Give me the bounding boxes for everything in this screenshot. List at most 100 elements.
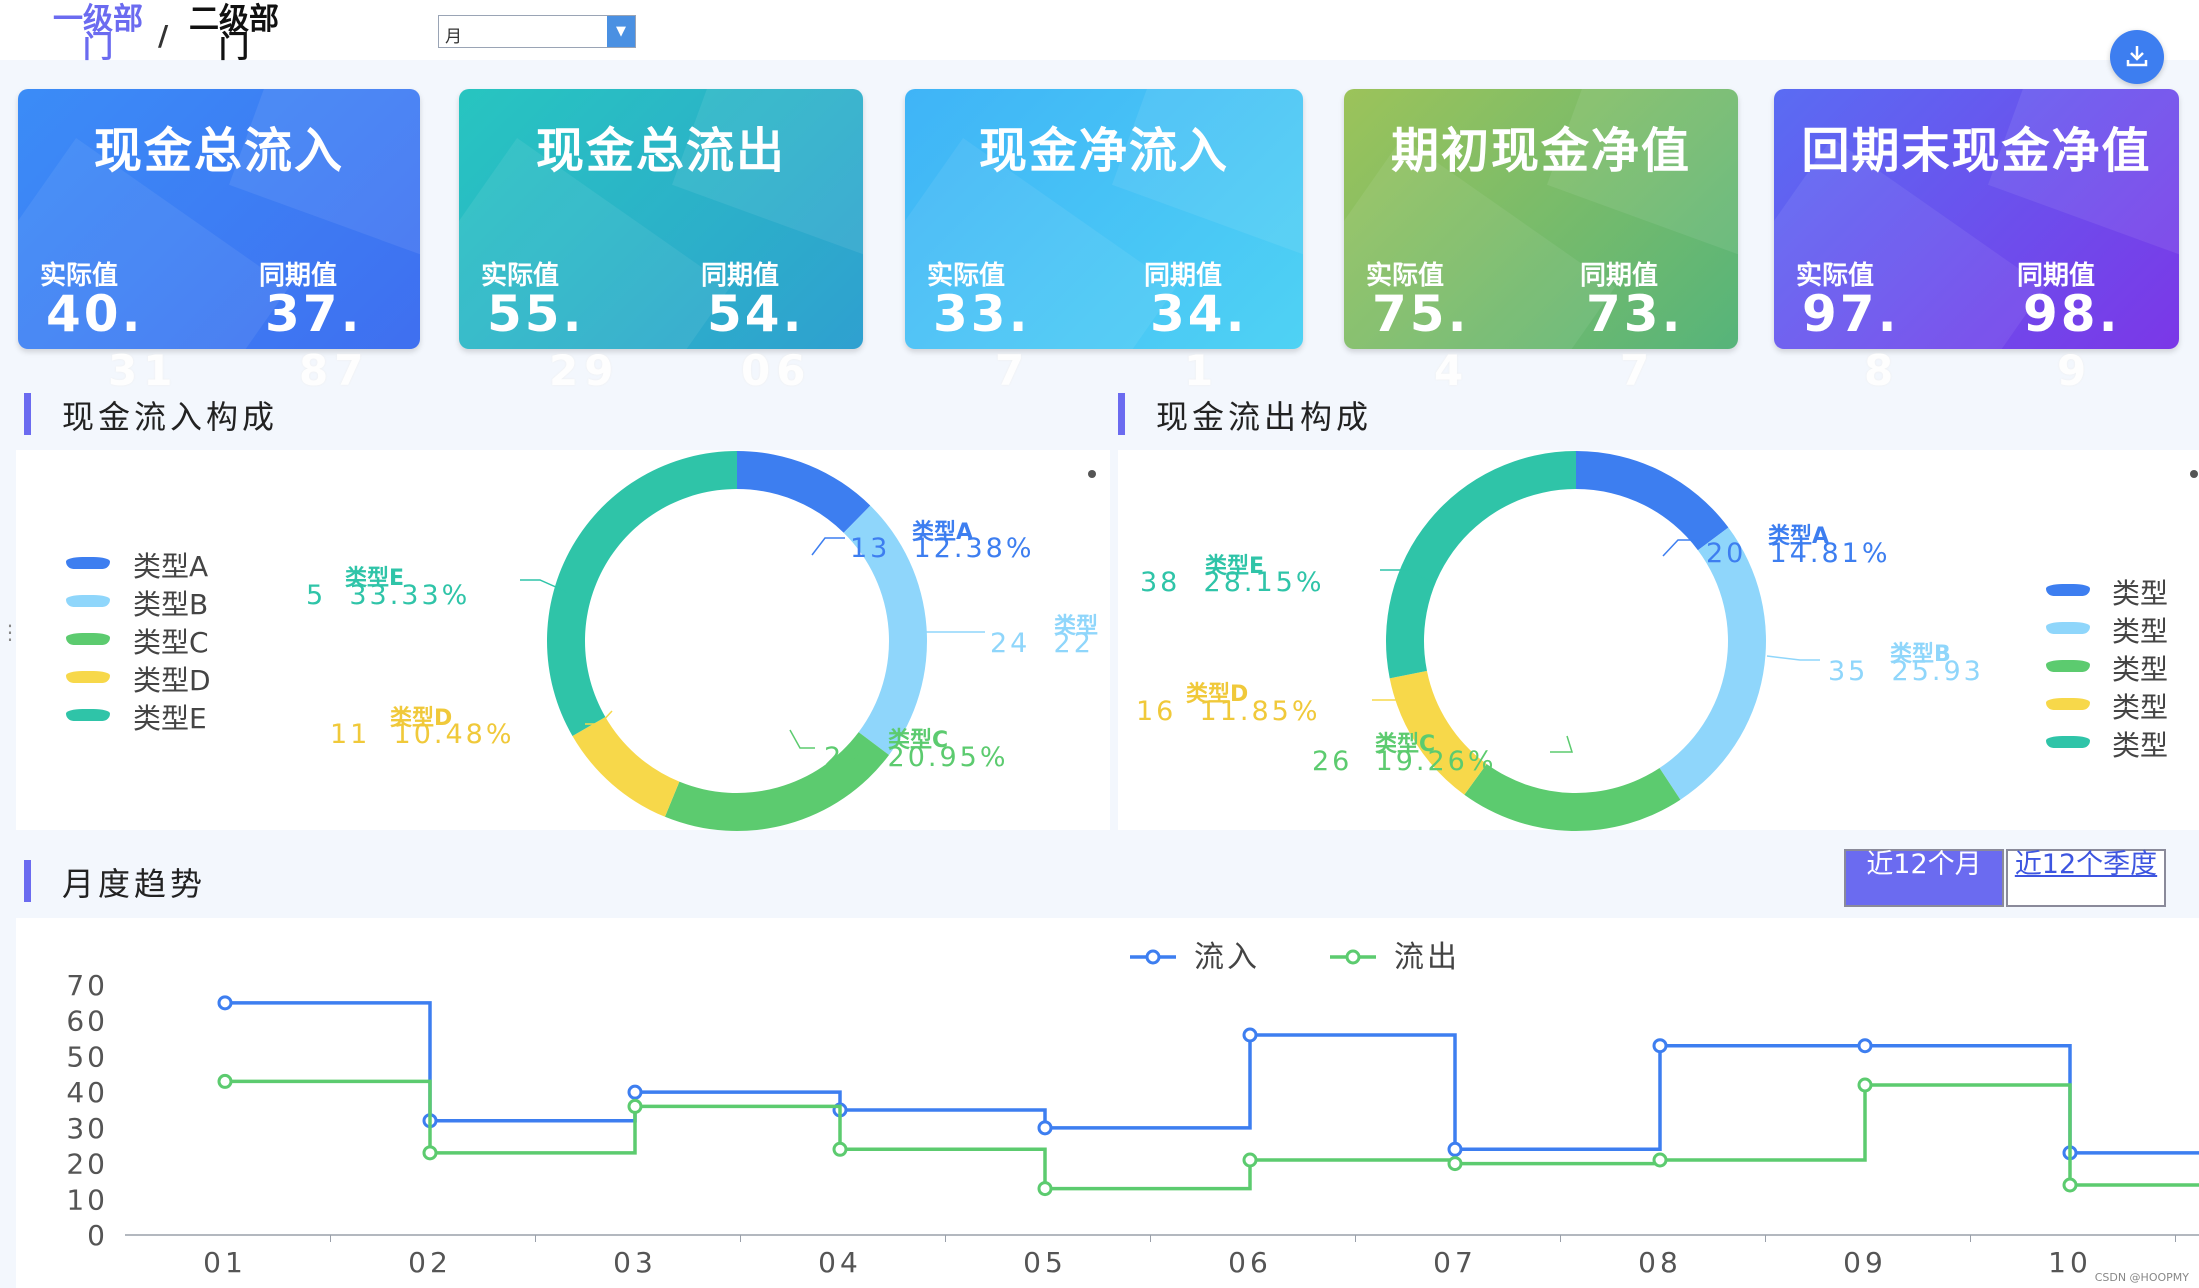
legend-swatch-icon <box>2046 698 2090 710</box>
tab-last-12-months[interactable]: 近12个月 <box>1844 849 2004 907</box>
legend-item-type-e[interactable]: 类型 <box>2112 729 2169 762</box>
outflow-label-b-name: 类型B <box>1890 642 1951 667</box>
pager-dot-icon[interactable] <box>1088 470 1096 478</box>
legend-item-type-d[interactable]: 类型 <box>2112 691 2169 724</box>
trend-point-inflow[interactable] <box>1652 1038 1668 1054</box>
trend-point-outflow[interactable] <box>1652 1152 1668 1168</box>
kpi-prior-label: 同期值 <box>1580 261 1659 291</box>
kpi-card[interactable]: 现金总流出 实际值 同期值 55. 54. <box>459 89 863 349</box>
breadcrumb-level2[interactable]: 二级部门 <box>189 2 279 65</box>
inflow-label-e-value: 5 33.33% <box>306 580 471 611</box>
drag-handle-icon[interactable]: ⋮ <box>0 620 20 644</box>
kpi-prior-value: 34. <box>1150 285 1248 343</box>
kpi-card-title: 回期末现金净值 <box>1801 123 2152 179</box>
kpi-actual-value: 75. <box>1372 285 1470 343</box>
trend-point-inflow[interactable] <box>1447 1141 1463 1157</box>
kpi-actual-overflow-digits: 7 <box>995 346 1031 395</box>
legend-item-type-e[interactable]: 类型E <box>133 702 207 735</box>
trend-point-outflow[interactable] <box>1857 1077 1873 1093</box>
trend-point-inflow[interactable] <box>1857 1038 1873 1054</box>
kpi-prior-overflow-digits: 87 <box>299 346 370 395</box>
trend-series-line-outflow[interactable] <box>225 1079 2199 1191</box>
trend-point-outflow[interactable] <box>2062 1177 2078 1193</box>
kpi-actual-value: 40. <box>46 285 144 343</box>
trend-point-outflow[interactable] <box>1037 1181 1053 1197</box>
period-select[interactable]: 月 ▼ <box>438 15 636 48</box>
inflow-label-d-value: 11 10.48% <box>330 719 515 750</box>
breadcrumb-level1[interactable]: 一级部门 <box>53 2 143 65</box>
outflow-label-c-value: 26 19.26% <box>1312 746 1497 777</box>
section-accent-bar <box>24 393 31 435</box>
trend-legend-item[interactable]: 流入 <box>1194 940 1260 975</box>
kpi-prior-value: 98. <box>2023 285 2121 343</box>
kpi-prior-value: 54. <box>707 285 805 343</box>
trend-point-outflow[interactable] <box>1242 1152 1258 1168</box>
kpi-card[interactable]: 回期末现金净值实际值 同期值 97. 98. <box>1774 89 2179 349</box>
legend-item-type-b[interactable]: 类型B <box>133 588 209 621</box>
trend-point-outflow[interactable] <box>627 1098 643 1114</box>
trend-point-inflow[interactable] <box>1037 1120 1053 1136</box>
y-tick-label: 10 <box>66 1183 108 1216</box>
trend-panel <box>16 918 2199 1288</box>
trend-point-outflow[interactable] <box>832 1141 848 1157</box>
legend-swatch-icon <box>2046 584 2090 596</box>
trend-series-line-inflow[interactable] <box>225 1001 2199 1155</box>
legend-item-type-c[interactable]: 类型C <box>133 626 209 659</box>
kpi-prior-label: 同期值 <box>701 261 780 291</box>
legend-point-icon <box>1145 949 1161 965</box>
kpi-card-title: 期初现金净值 <box>1390 123 1691 179</box>
legend-item-type-d[interactable]: 类型D <box>133 664 211 697</box>
y-tick-label: 30 <box>66 1112 108 1145</box>
inflow-label-c-name: 类型C <box>888 728 949 753</box>
kpi-actual-value: 55. <box>487 285 585 343</box>
outflow-label-b-value: 35 25.93 <box>1828 656 1984 687</box>
legend-swatch-icon <box>2046 660 2090 672</box>
outflow-label-d-value: 16 11.85% <box>1136 696 1321 727</box>
trend-point-inflow[interactable] <box>1242 1027 1258 1043</box>
inflow-label-b-value: 24 22 <box>990 628 1094 659</box>
trend-point-inflow[interactable] <box>217 995 233 1011</box>
kpi-card[interactable]: 现金总流入 实际值 同期值 40. 37. <box>18 89 420 349</box>
legend-swatch-icon <box>2046 736 2090 748</box>
kpi-prior-label: 同期值 <box>259 261 338 291</box>
trend-point-inflow[interactable] <box>627 1084 643 1100</box>
y-tick-label: 70 <box>66 969 108 1002</box>
kpi-actual-label: 实际值 <box>1796 261 1875 291</box>
tab-last-12-quarters[interactable]: 近12个季度 <box>2006 849 2166 907</box>
download-button[interactable] <box>2110 30 2164 84</box>
outflow-label-c-name: 类型C <box>1375 732 1436 757</box>
kpi-card-title: 现金总流出 <box>535 123 786 179</box>
kpi-prior-value: 37. <box>265 285 363 343</box>
kpi-prior-overflow-digits: 06 <box>741 346 812 395</box>
legend-swatch-icon <box>66 557 110 569</box>
legend-swatch-icon <box>66 671 110 683</box>
legend-item-type-b[interactable]: 类型 <box>2112 615 2169 648</box>
kpi-actual-overflow-digits: 4 <box>1434 346 1470 395</box>
legend-item-type-a[interactable]: 类型A <box>133 550 209 583</box>
outflow-label-a-name: 类型A <box>1768 524 1830 549</box>
kpi-card[interactable]: 现金净流入 实际值 同期值 33. 34. <box>905 89 1303 349</box>
x-tick-label: 01 <box>203 1246 247 1279</box>
legend-swatch-icon <box>66 595 110 607</box>
legend-item-type-c[interactable]: 类型 <box>2112 653 2169 686</box>
kpi-prior-label: 同期值 <box>2017 261 2096 291</box>
y-tick-label: 60 <box>66 1005 108 1038</box>
kpi-actual-label: 实际值 <box>1366 261 1445 291</box>
trend-point-outflow[interactable] <box>217 1073 233 1089</box>
x-tick-label: 08 <box>1638 1246 1682 1279</box>
legend-swatch-icon <box>66 633 110 645</box>
y-tick-label: 0 <box>87 1219 108 1252</box>
trend-point-outflow[interactable] <box>422 1145 438 1161</box>
kpi-prior-overflow-digits: 7 <box>1620 346 1656 395</box>
trend-point-outflow[interactable] <box>1447 1156 1463 1172</box>
pager-dot-icon[interactable] <box>2190 470 2198 478</box>
chevron-down-icon[interactable]: ▼ <box>607 16 635 47</box>
y-tick-label: 50 <box>66 1040 108 1073</box>
legend-item-type-a[interactable]: 类型 <box>2112 577 2169 610</box>
trend-legend-item[interactable]: 流出 <box>1394 940 1460 975</box>
download-icon <box>2126 46 2148 67</box>
legend-swatch-icon <box>66 709 110 721</box>
kpi-actual-value: 97. <box>1802 285 1900 343</box>
kpi-card[interactable]: 期初现金净值 实际值 同期值 75. 73. <box>1344 89 1738 349</box>
